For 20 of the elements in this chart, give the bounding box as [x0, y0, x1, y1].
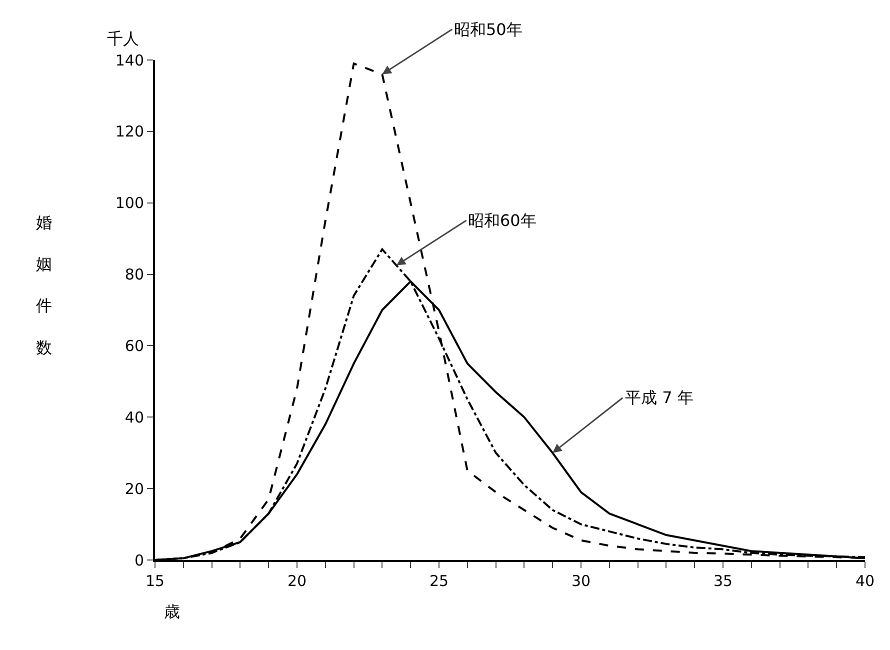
x-tick-label: 20	[287, 572, 307, 590]
y-tick-label: 40	[124, 408, 144, 426]
annotation: 昭和60年	[468, 211, 536, 230]
annotation: 昭和50年	[454, 20, 522, 39]
y-tick-label: 120	[115, 122, 144, 141]
y-tick-label: 140	[115, 51, 144, 70]
y-tick-label: 80	[124, 266, 144, 284]
x-tick-label: 35	[713, 572, 733, 590]
text: 千人	[107, 29, 139, 48]
annotation: 平成 7 年	[625, 388, 694, 407]
x-tick-label: 25	[429, 572, 449, 590]
text: 婚姻件数	[36, 213, 52, 357]
y-tick-label: 20	[124, 480, 144, 498]
x-tick-label: 40	[855, 572, 875, 590]
y-tick-label: 60	[124, 336, 144, 355]
y-tick-label: 100	[115, 194, 144, 212]
x-tick-label: 30	[571, 572, 591, 590]
y-tick-label: 0	[134, 551, 144, 570]
x-axis-title: 歳	[164, 602, 180, 621]
x-tick-label: 15	[145, 572, 165, 590]
